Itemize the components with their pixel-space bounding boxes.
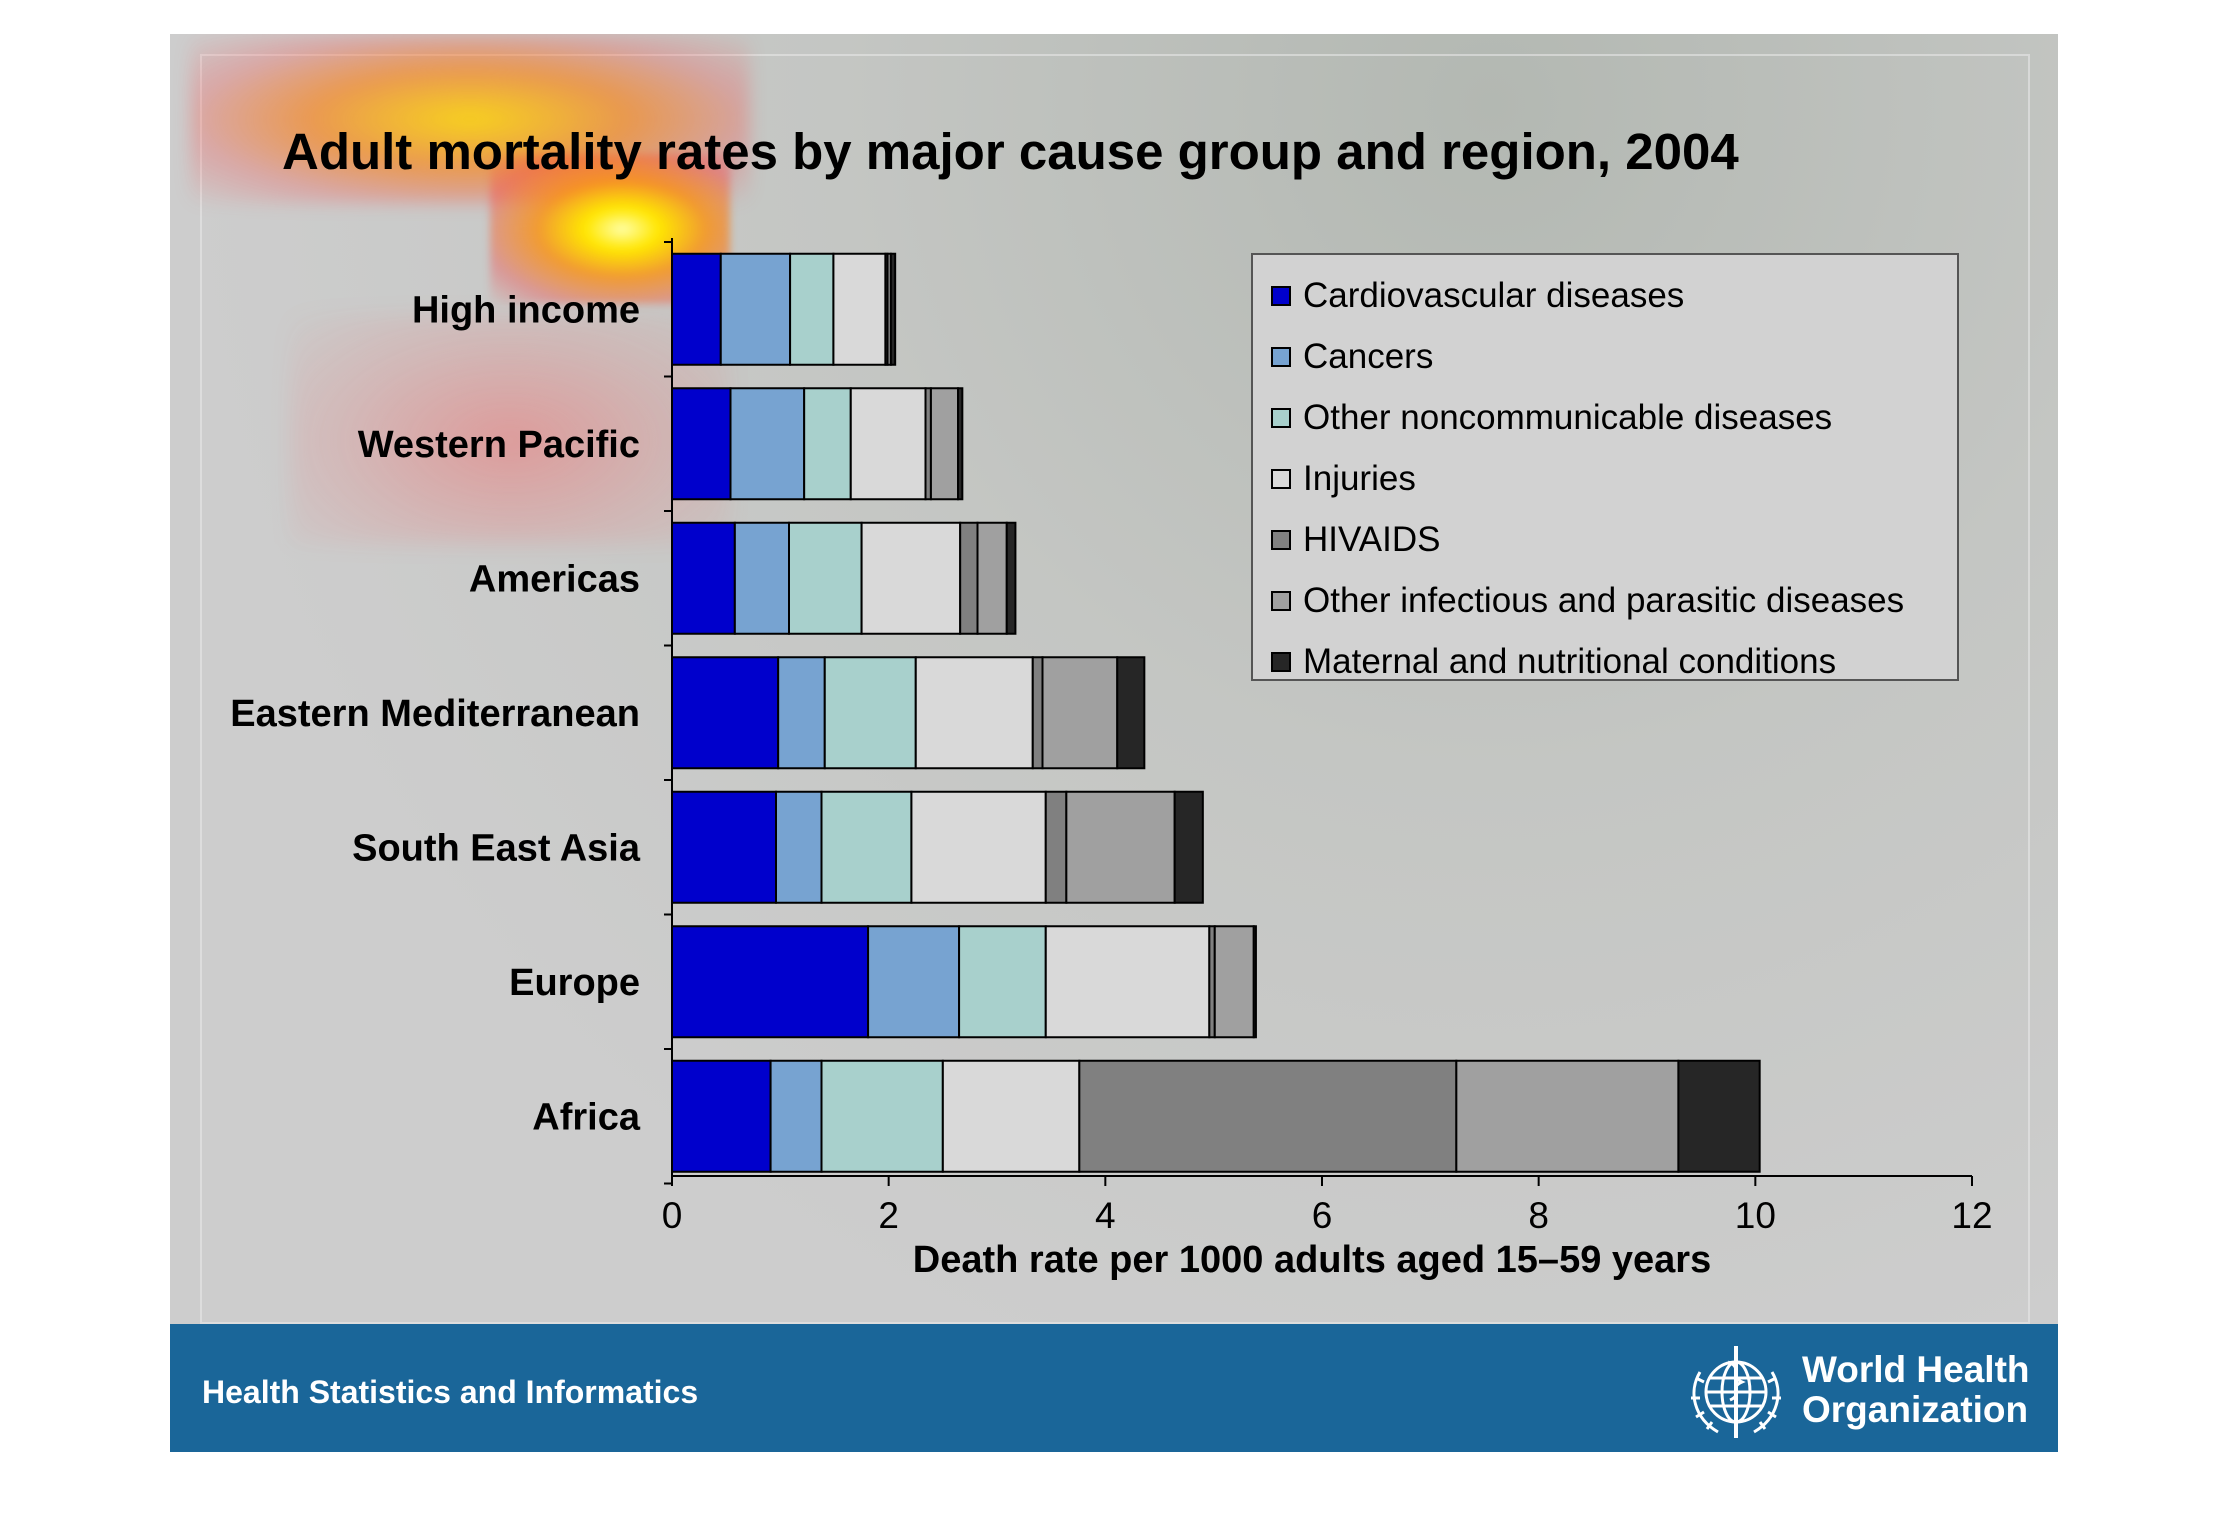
bar-segment-3-row-3 bbox=[788, 521, 863, 635]
slide-frame bbox=[200, 54, 2030, 1324]
bar-segment-5-row-3 bbox=[959, 521, 979, 635]
who-org-name-line1: World Health bbox=[1802, 1349, 2030, 1390]
bar-segment-1-row-3 bbox=[671, 521, 736, 635]
legend-item: Cancers bbox=[1271, 326, 1957, 387]
bar-segment-4-row-7 bbox=[941, 1059, 1081, 1173]
category-label: Africa bbox=[532, 1096, 641, 1138]
bar-segment-7-row-4 bbox=[1116, 656, 1146, 770]
bar-segment-1-row-4 bbox=[671, 656, 780, 770]
slide: Adult mortality rates by major cause gro… bbox=[170, 34, 2058, 1452]
x-tick-label: 12 bbox=[1951, 1195, 1992, 1236]
legend-label: Cancers bbox=[1303, 336, 1434, 376]
legend-swatch bbox=[1271, 468, 1291, 489]
x-tick-label: 4 bbox=[1095, 1195, 1116, 1236]
category-label: Eastern Mediterranean bbox=[230, 693, 640, 735]
labels-layer: High income Western Pacific Americas Easter… bbox=[230, 289, 1992, 1281]
bar-segment-7-row-2 bbox=[957, 387, 964, 501]
legend-item: Cardiovascular diseases bbox=[1271, 265, 1957, 326]
bar-segment-1-row-6 bbox=[671, 925, 870, 1039]
x-tick-label: 0 bbox=[662, 1195, 683, 1236]
legend-swatch bbox=[1271, 651, 1291, 672]
x-tick-label: 10 bbox=[1735, 1195, 1776, 1236]
bar-segment-4-row-6 bbox=[1044, 925, 1211, 1039]
legend-swatch bbox=[1271, 529, 1291, 550]
bar-segment-6-row-3 bbox=[976, 521, 1008, 635]
bar-segment-6-row-5 bbox=[1065, 790, 1176, 904]
bar-segment-3-row-6 bbox=[958, 925, 1047, 1039]
bar-segment-5-row-7 bbox=[1078, 1059, 1458, 1173]
bar-segment-4-row-5 bbox=[910, 790, 1047, 904]
category-label: Europe bbox=[509, 962, 640, 1004]
bar-segment-6-row-4 bbox=[1041, 656, 1119, 770]
chart-legend: Cardiovascular diseases Cancers Other nonc… bbox=[1251, 253, 1959, 681]
legend-label: Other infectious and parasitic diseases bbox=[1303, 580, 1905, 620]
legend-item: Other noncommunicable diseases bbox=[1271, 387, 1957, 448]
legend-label: Maternal and nutritional conditions bbox=[1303, 641, 1837, 681]
legend-swatch bbox=[1271, 346, 1291, 367]
legend-label: Cardiovascular diseases bbox=[1303, 275, 1685, 315]
legend-item: Other infectious and parasitic diseases bbox=[1271, 570, 1957, 631]
bar-segment-6-row-6 bbox=[1213, 925, 1255, 1039]
bar-segment-7-row-7 bbox=[1677, 1059, 1761, 1173]
chart-plot: High income Western Pacific Americas Easter… bbox=[230, 238, 1993, 1281]
legend-item: Injuries bbox=[1271, 448, 1957, 509]
bar-segment-1-row-1 bbox=[671, 252, 722, 366]
chart-title: Adult mortality rates by major cause gro… bbox=[282, 123, 1739, 180]
bar-segment-2-row-2 bbox=[729, 387, 806, 501]
legend-label: Other noncommunicable diseases bbox=[1303, 397, 1833, 437]
bar-segment-7-row-6 bbox=[1252, 925, 1257, 1039]
x-axis-title: Death rate per 1000 adults aged 15–59 ye… bbox=[913, 1239, 1711, 1281]
bar-segment-4-row-4 bbox=[914, 656, 1034, 770]
bar-segment-2-row-3 bbox=[733, 521, 790, 635]
legend-swatch bbox=[1271, 285, 1291, 306]
legend-label: HIVAIDS bbox=[1303, 519, 1441, 559]
footer-department-text: Health Statistics and Informatics bbox=[202, 1374, 699, 1410]
bar-segment-3-row-5 bbox=[820, 790, 913, 904]
legend-swatch bbox=[1271, 407, 1291, 428]
bar-segment-2-row-1 bbox=[719, 252, 792, 366]
bars-layer bbox=[671, 252, 1761, 1173]
x-tick-label: 6 bbox=[1312, 1195, 1333, 1236]
bar-segment-5-row-4 bbox=[1031, 656, 1044, 770]
legend-item: Maternal and nutritional conditions bbox=[1271, 631, 1957, 692]
bar-segment-2-row-7 bbox=[769, 1059, 823, 1173]
bar-segment-2-row-5 bbox=[775, 790, 823, 904]
bar-segment-4-row-1 bbox=[832, 252, 887, 366]
who-org-name: World Health Organization bbox=[1802, 1350, 2030, 1430]
category-label: Western Pacific bbox=[358, 424, 640, 466]
bar-segment-1-row-5 bbox=[671, 790, 777, 904]
bar-segment-7-row-5 bbox=[1173, 790, 1204, 904]
bar-segment-1-row-7 bbox=[671, 1059, 772, 1173]
axis-layer bbox=[664, 238, 1973, 1186]
bar-segment-6-row-2 bbox=[929, 387, 960, 501]
x-tick-label: 8 bbox=[1528, 1195, 1549, 1236]
bar-segment-2-row-6 bbox=[867, 925, 961, 1039]
footer-bar: Health Statistics and Informatics World … bbox=[170, 1324, 2058, 1452]
category-label: South East Asia bbox=[352, 827, 641, 869]
bar-segment-4-row-2 bbox=[849, 387, 927, 501]
bar-segment-6-row-7 bbox=[1455, 1059, 1680, 1173]
bar-segment-7-row-3 bbox=[1005, 521, 1017, 635]
legend-item: HIVAIDS bbox=[1271, 509, 1957, 570]
bar-segment-5-row-5 bbox=[1044, 790, 1068, 904]
bar-segment-7-row-1 bbox=[889, 252, 897, 366]
who-emblem-icon bbox=[1691, 1346, 1781, 1438]
bar-segment-3-row-7 bbox=[820, 1059, 944, 1173]
bar-segment-2-row-4 bbox=[777, 656, 826, 770]
legend-swatch bbox=[1271, 590, 1291, 611]
category-label: Americas bbox=[469, 558, 640, 600]
category-label: High income bbox=[412, 289, 640, 331]
bar-segment-3-row-4 bbox=[823, 656, 917, 770]
legend-label: Injuries bbox=[1303, 458, 1416, 498]
bar-segment-1-row-2 bbox=[671, 387, 732, 501]
x-tick-label: 2 bbox=[878, 1195, 899, 1236]
bar-segment-4-row-3 bbox=[860, 521, 962, 635]
who-org-name-line2: Organization bbox=[1802, 1389, 2029, 1430]
bar-segment-3-row-1 bbox=[789, 252, 835, 366]
bar-segment-3-row-2 bbox=[803, 387, 852, 501]
heatmap-overlay-faint bbox=[290, 314, 730, 544]
